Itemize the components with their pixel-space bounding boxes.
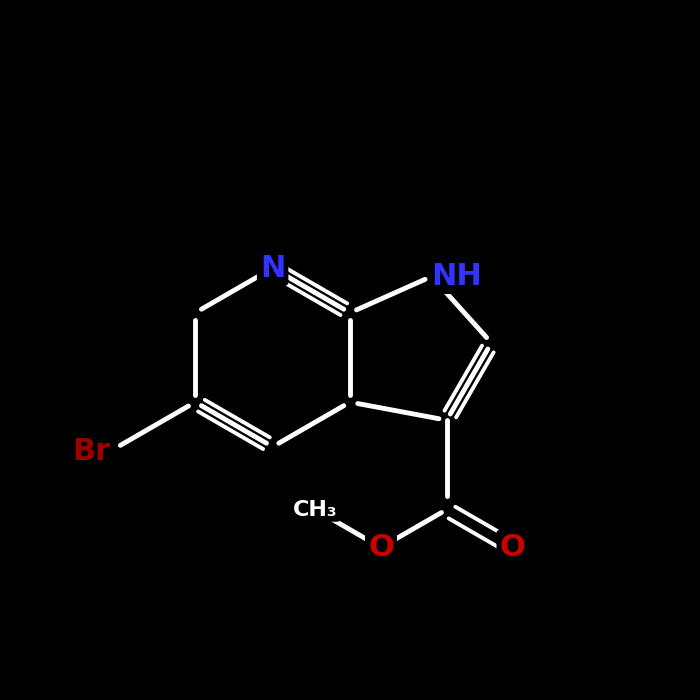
Text: N: N	[260, 253, 286, 283]
Text: O: O	[368, 533, 394, 562]
Text: NH: NH	[432, 262, 482, 291]
Text: CH₃: CH₃	[293, 500, 337, 519]
Text: Br: Br	[72, 437, 110, 466]
Text: O: O	[500, 533, 526, 562]
